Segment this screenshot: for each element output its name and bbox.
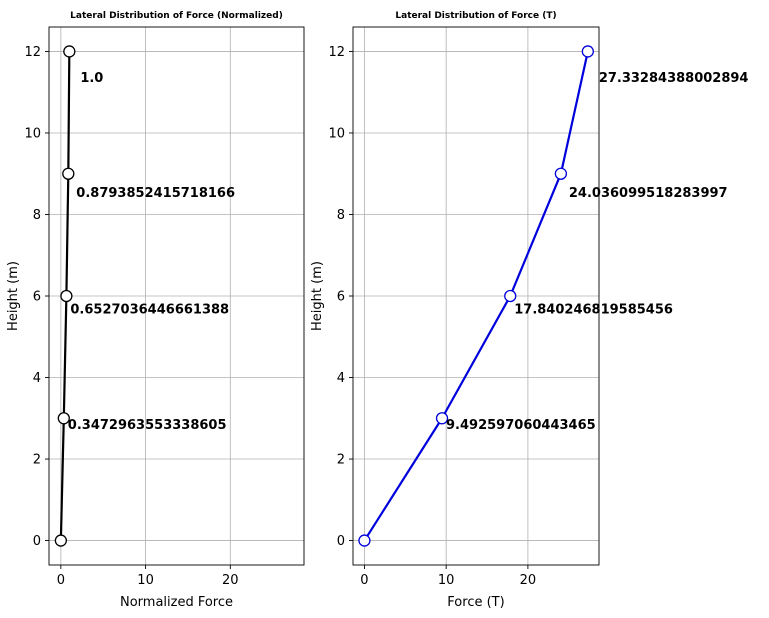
left-x-tick-label: 0: [57, 573, 65, 588]
left-chart-title: Lateral Distribution of Force (Normalize…: [70, 11, 283, 21]
left-x-axis-label: Normalized Force: [120, 595, 233, 610]
right-y-tick-label: 0: [337, 534, 345, 549]
right-y-axis-label: Height (m): [310, 261, 325, 331]
right-data-label: 24.036099518283997: [569, 186, 728, 201]
right-y-tick-label: 2: [337, 453, 345, 468]
left-y-tick-label: 0: [33, 534, 41, 549]
left-data-point: [57, 412, 70, 425]
left-data-point: [54, 534, 68, 547]
left-data-label: 0.8793852415718166: [76, 186, 235, 201]
right-data-point: [504, 289, 517, 303]
right-data-label: 17.840246819585456: [514, 303, 673, 318]
left-y-tick-label: 8: [33, 208, 41, 223]
left-x-tick-label: 20: [222, 573, 239, 588]
right-y-tick-label: 6: [337, 290, 345, 305]
right-chart-title: Lateral Distribution of Force (T): [395, 11, 556, 21]
left-data-label: 1.0: [80, 71, 103, 86]
right-data-point: [358, 534, 371, 547]
right-data-label: 9.492597060443465: [446, 418, 596, 433]
right-data-point: [435, 412, 449, 425]
right-x-tick-label: 10: [438, 573, 455, 588]
left-chart-panel: 0 10 20 0 2 4 6 8 10 12 Lateral Distribution of Fo…: [6, 11, 305, 610]
left-y-tick-label: 6: [33, 290, 41, 305]
left-data-label: 0.6527036446661388: [70, 303, 229, 318]
left-data-point: [60, 289, 73, 303]
left-x-tick-label: 10: [137, 573, 154, 588]
left-y-tick-label: 10: [24, 126, 41, 141]
left-y-axis-label: Height (m): [6, 261, 21, 331]
left-data-point: [62, 167, 75, 180]
right-x-tick-label: 0: [360, 573, 368, 588]
left-data-point: [63, 45, 76, 58]
right-y-tick-label: 12: [328, 45, 345, 60]
right-x-tick-label: 20: [520, 573, 537, 588]
right-x-axis-label: Force (T): [447, 595, 504, 610]
right-y-tick-label: 4: [337, 371, 345, 386]
right-data-point: [581, 45, 594, 58]
left-y-tick-label: 12: [24, 45, 41, 60]
right-chart-panel: 0 10 20 0 2 4 6 8 10 12 Lateral Distribution of Fo…: [310, 11, 748, 610]
right-data-point: [554, 167, 568, 180]
right-y-tick-label: 8: [337, 208, 345, 223]
right-y-tick-label: 10: [328, 126, 345, 141]
left-y-tick-label: 2: [33, 453, 41, 468]
left-data-label: 0.3472963553338605: [68, 418, 227, 433]
right-data-label: 27.33284388002894: [599, 71, 749, 86]
left-y-tick-label: 4: [33, 371, 41, 386]
